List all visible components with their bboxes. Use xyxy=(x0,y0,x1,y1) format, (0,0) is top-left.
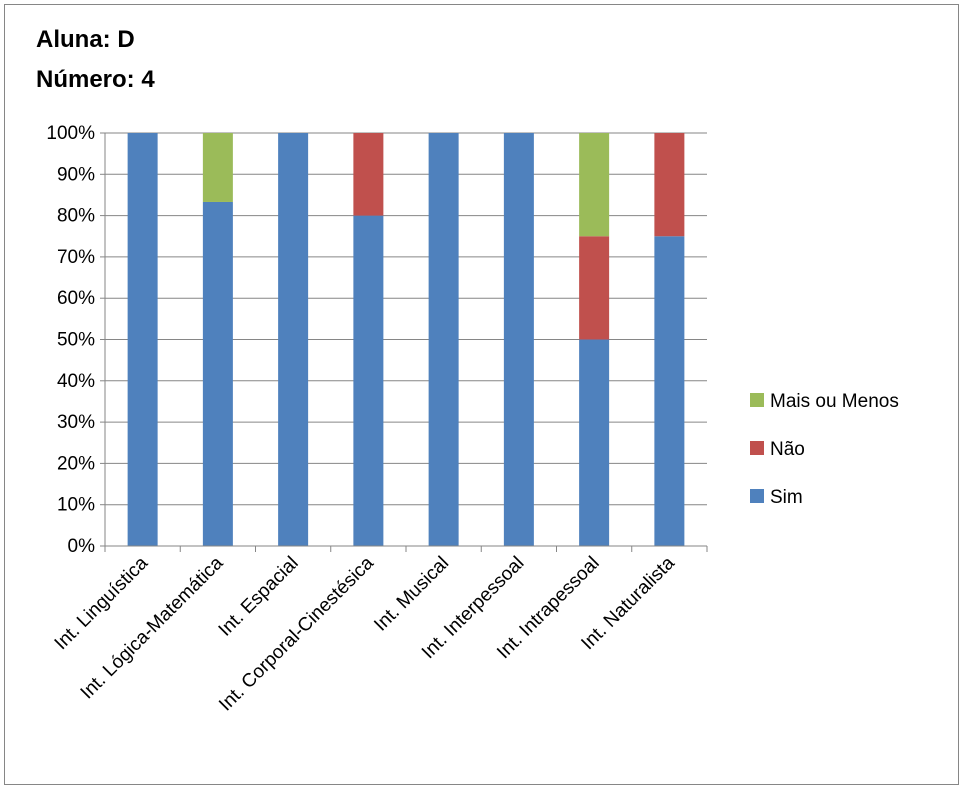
legend-swatch xyxy=(750,441,764,455)
y-tick-label: 0% xyxy=(68,536,96,557)
bar-segment xyxy=(202,133,233,202)
bar-segment xyxy=(654,236,685,546)
y-tick-label: 100% xyxy=(46,123,95,144)
y-tick-label: 40% xyxy=(57,371,95,392)
bar-segment xyxy=(654,133,685,237)
bar-segment xyxy=(278,133,309,546)
chart-title-student: Aluna: D xyxy=(36,26,135,53)
y-tick-label: 30% xyxy=(57,412,95,433)
bar-segment xyxy=(353,133,384,216)
y-tick-label: 50% xyxy=(57,330,95,351)
y-tick-label: 60% xyxy=(57,288,95,309)
bar-segment xyxy=(353,215,384,546)
legend: Mais ou Menos Não Sim xyxy=(750,391,899,508)
legend-label: Mais ou Menos xyxy=(770,391,899,412)
legend-swatch xyxy=(750,489,764,503)
legend-label: Sim xyxy=(770,487,803,508)
bar-segment xyxy=(503,133,534,546)
legend-label: Não xyxy=(770,439,805,460)
chart-title-number: Número: 4 xyxy=(36,66,155,93)
legend-swatch xyxy=(750,393,764,407)
bar-segment xyxy=(579,236,610,340)
bar-segment xyxy=(579,339,610,546)
y-tick-label: 90% xyxy=(57,164,95,185)
bars xyxy=(127,133,685,546)
y-tick-labels: 0% 10% 20% 30% 40% 50% 60% 70% 80% 90% 100% xyxy=(46,123,95,557)
x-tick-label: Int. Lógica-Matemática xyxy=(77,552,228,703)
bar-segment xyxy=(202,201,233,546)
y-tick-label: 80% xyxy=(57,206,95,227)
bar-segment xyxy=(127,133,158,546)
axes xyxy=(100,132,708,552)
x-tick-label: Int. Musical xyxy=(370,553,453,636)
y-tick-label: 70% xyxy=(57,247,95,268)
bar-segment xyxy=(579,133,610,237)
y-tick-label: 20% xyxy=(57,453,95,474)
chart-frame xyxy=(4,4,959,785)
x-tick-label: Int. Corporal-Cinestésica xyxy=(215,552,378,715)
y-tick-label: 10% xyxy=(57,495,95,516)
gridlines xyxy=(105,132,707,506)
bar-segment xyxy=(428,133,459,546)
